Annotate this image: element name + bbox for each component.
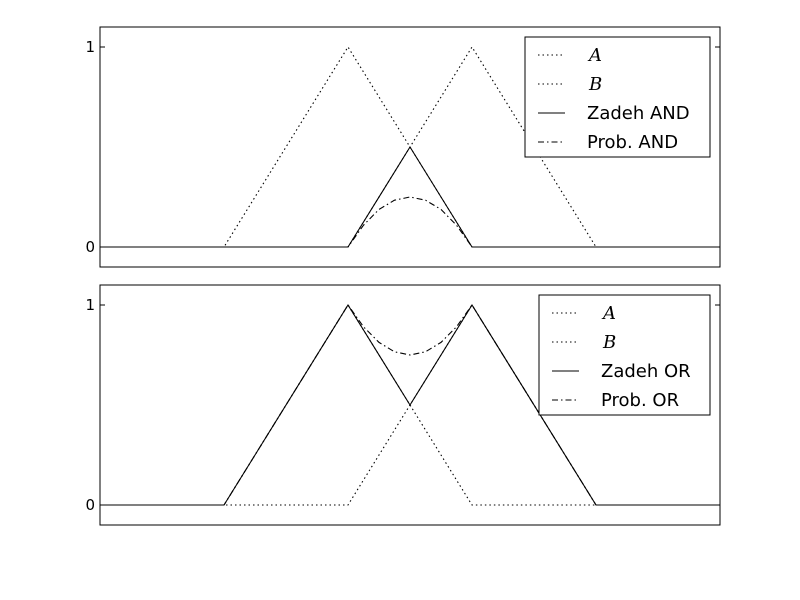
- legend-label-1: A: [601, 303, 616, 324]
- axes-frame: [99, 284, 721, 526]
- legend: AB Zadeh OR Prob. OR: [538, 294, 711, 416]
- y-tick-label: 1: [85, 38, 95, 56]
- chart-panel-1: 0 1 AB Zadeh AND Prob. AND: [85, 26, 721, 268]
- legend-label-1: A: [587, 45, 602, 66]
- y-tick-label: 1: [85, 296, 95, 314]
- axes-frame: [99, 26, 721, 268]
- legend-label-3: Zadeh AND: [587, 103, 690, 124]
- legend-label-2: B: [602, 332, 616, 353]
- series-line-4: [100, 196, 720, 248]
- y-tick-label: 0: [85, 238, 95, 256]
- series-lines: [100, 45, 720, 248]
- series-line-4: [100, 304, 720, 506]
- legend-box: [538, 294, 711, 416]
- legend-label-4: Prob. OR: [601, 390, 679, 411]
- legend-label-3: Zadeh OR: [601, 361, 691, 382]
- legend: AB Zadeh AND Prob. AND: [524, 36, 711, 158]
- y-tick-label: 0: [85, 496, 95, 514]
- legend-label-4: Prob. AND: [587, 132, 678, 153]
- series-lines: [100, 303, 720, 506]
- chart-panel-2: 0 1 AB Zadeh OR Prob. OR: [85, 284, 721, 526]
- legend-box: [524, 36, 711, 158]
- legend-label-2: B: [588, 74, 602, 95]
